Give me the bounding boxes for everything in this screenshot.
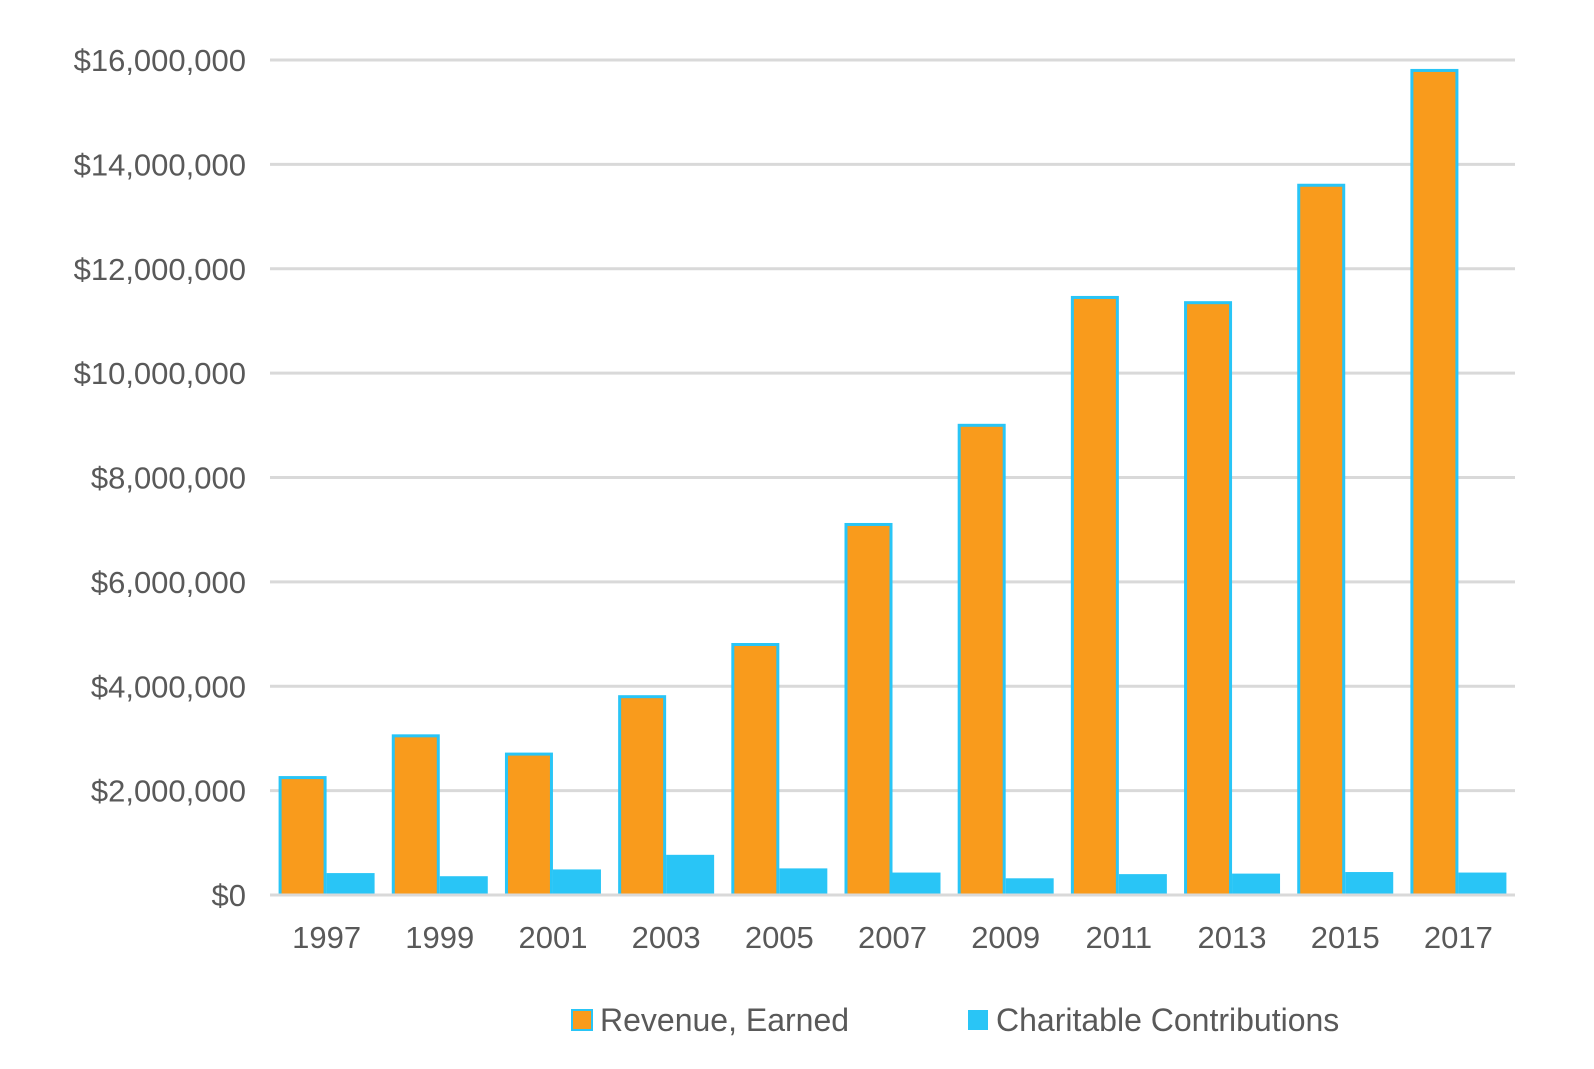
bar-charitable-contributions-2007 <box>892 872 941 895</box>
bar-charitable-contributions-2017 <box>1458 872 1507 895</box>
y-tick-label: $8,000,000 <box>91 461 246 496</box>
x-axis-tick-labels: 1997 1999 2001 2003 2005 2007 2009 2011 2013 2015… <box>292 920 1493 955</box>
y-tick-label: $14,000,000 <box>74 147 246 182</box>
y-tick-label: $2,000,000 <box>91 774 246 809</box>
y-tick-label: $6,000,000 <box>91 565 246 600</box>
x-tick-label: 2009 <box>971 920 1040 955</box>
x-tick-label: 2003 <box>632 920 701 955</box>
y-tick-label: $16,000,000 <box>74 43 246 78</box>
y-tick-label: $10,000,000 <box>74 356 246 391</box>
legend: Revenue, Earned Charitable Contributions <box>571 1002 1339 1038</box>
y-tick-label: $0 <box>212 878 246 913</box>
bar-charitable-contributions-2015 <box>1345 872 1394 895</box>
bar-revenue-earned-2001 <box>504 752 553 897</box>
bar-revenue-earned-2011 <box>1070 295 1119 897</box>
legend-label: Charitable Contributions <box>996 1002 1339 1038</box>
legend-swatch <box>571 1009 593 1031</box>
bar-charitable-contributions-2009 <box>1005 878 1054 895</box>
bar-charitable-contributions-2013 <box>1232 873 1281 895</box>
x-tick-label: 2001 <box>518 920 587 955</box>
x-tick-label: 1999 <box>405 920 474 955</box>
bar-revenue-earned-2005 <box>731 643 780 897</box>
y-tick-label: $4,000,000 <box>91 669 246 704</box>
x-tick-label: 2005 <box>745 920 814 955</box>
bar-revenue-earned-1999 <box>391 734 440 897</box>
bar-charitable-contributions-2011 <box>1118 874 1167 895</box>
y-tick-label: $12,000,000 <box>74 252 246 287</box>
bar-charitable-contributions-2003 <box>666 854 715 895</box>
legend-item-revenue-earned: Revenue, Earned <box>571 1002 849 1038</box>
bar-revenue-earned-2007 <box>844 522 893 897</box>
bar-revenue-earned-2015 <box>1297 183 1346 897</box>
bar-revenue-earned-2009 <box>957 423 1006 897</box>
legend-swatch <box>968 1010 988 1030</box>
bar-revenue-earned-2017 <box>1410 68 1459 897</box>
x-tick-label: 2013 <box>1198 920 1267 955</box>
bar-revenue-earned-2013 <box>1184 301 1233 897</box>
x-tick-label: 2007 <box>858 920 927 955</box>
bars <box>278 68 1507 897</box>
bar-revenue-earned-2003 <box>618 695 667 897</box>
bar-charitable-contributions-2005 <box>779 868 828 895</box>
x-tick-label: 1997 <box>292 920 361 955</box>
x-tick-label: 2017 <box>1424 920 1493 955</box>
bar-charitable-contributions-1999 <box>439 876 488 895</box>
legend-item-charitable-contributions: Charitable Contributions <box>968 1002 1339 1038</box>
bar-charitable-contributions-1997 <box>326 873 375 895</box>
bar-charitable-contributions-2001 <box>552 869 601 895</box>
x-tick-label: 2015 <box>1311 920 1380 955</box>
legend-label: Revenue, Earned <box>600 1002 849 1038</box>
y-axis-tick-labels: $0 $2,000,000 $4,000,000 $6,000,000 $8,000,0… <box>74 43 246 913</box>
bar-revenue-earned-1997 <box>278 776 327 897</box>
x-tick-label: 2011 <box>1086 920 1153 955</box>
